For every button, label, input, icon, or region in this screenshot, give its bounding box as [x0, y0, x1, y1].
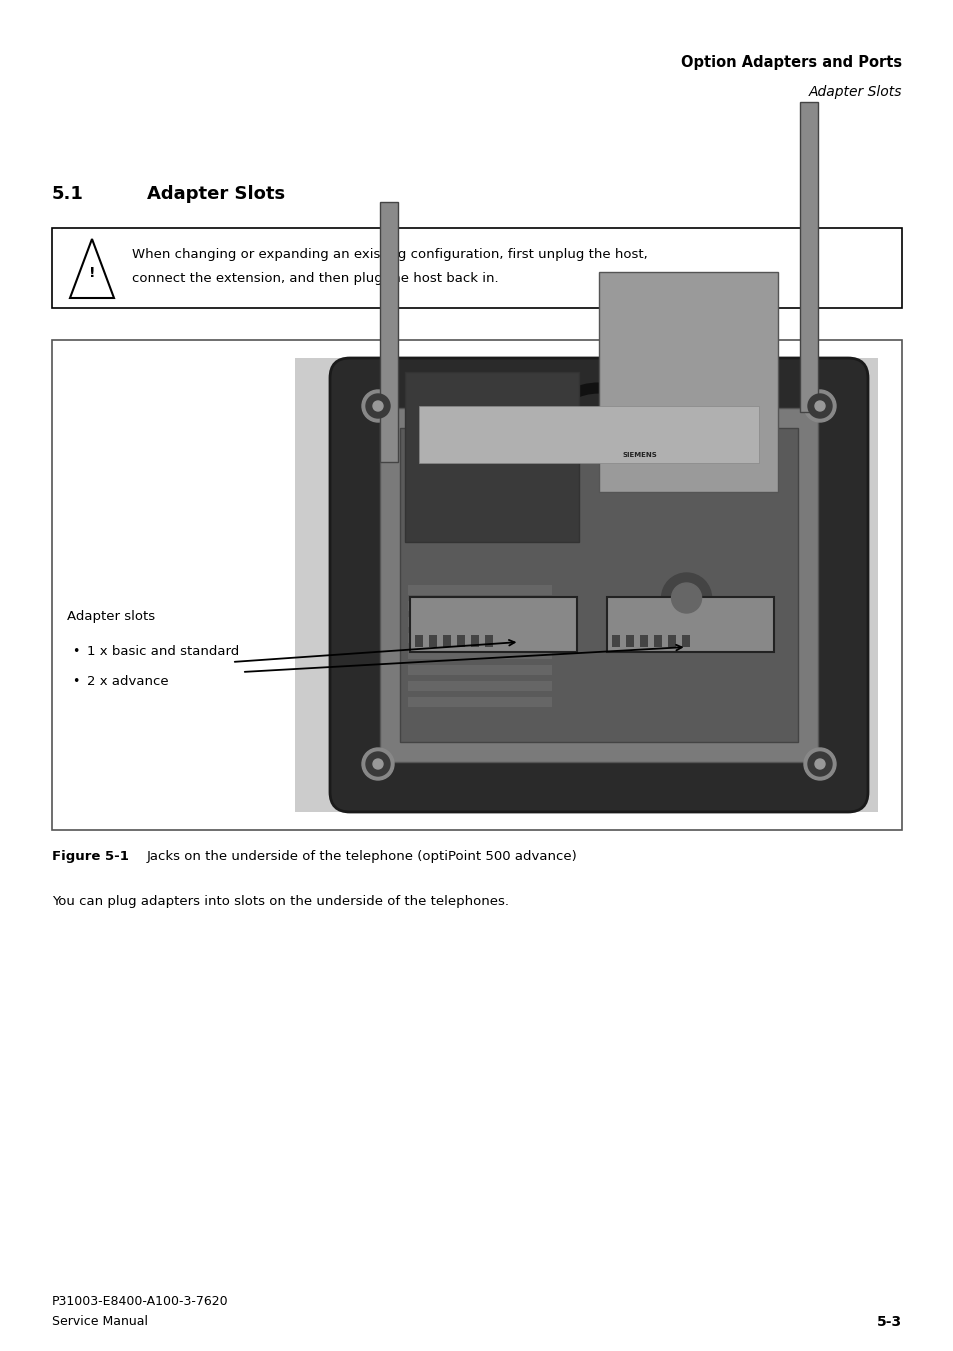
FancyBboxPatch shape [606, 597, 773, 653]
Circle shape [361, 748, 394, 780]
Text: •: • [71, 644, 79, 658]
FancyBboxPatch shape [408, 681, 552, 690]
Text: Adapter Slots: Adapter Slots [807, 85, 901, 99]
FancyBboxPatch shape [410, 597, 577, 653]
FancyBboxPatch shape [611, 635, 619, 647]
FancyBboxPatch shape [408, 617, 552, 627]
FancyBboxPatch shape [408, 634, 552, 643]
FancyBboxPatch shape [408, 665, 552, 676]
FancyBboxPatch shape [52, 340, 901, 830]
Circle shape [366, 394, 390, 417]
Circle shape [373, 759, 382, 769]
FancyBboxPatch shape [379, 203, 397, 462]
FancyBboxPatch shape [330, 358, 867, 812]
FancyBboxPatch shape [598, 272, 778, 492]
Text: connect the extension, and then plug the host back in.: connect the extension, and then plug the… [132, 272, 498, 285]
FancyBboxPatch shape [429, 635, 436, 647]
FancyBboxPatch shape [408, 585, 552, 594]
FancyBboxPatch shape [653, 635, 661, 647]
Text: !: ! [89, 266, 95, 280]
Text: When changing or expanding an existing configuration, first unplug the host,: When changing or expanding an existing c… [132, 249, 647, 261]
Text: 5-3: 5-3 [876, 1315, 901, 1329]
FancyBboxPatch shape [379, 408, 817, 762]
Text: You can plug adapters into slots on the underside of the telephones.: You can plug adapters into slots on the … [52, 894, 509, 908]
Circle shape [361, 390, 394, 422]
Circle shape [671, 584, 700, 613]
FancyBboxPatch shape [456, 635, 464, 647]
Circle shape [807, 753, 831, 775]
FancyBboxPatch shape [484, 635, 493, 647]
Text: Adapter Slots: Adapter Slots [147, 185, 285, 203]
Text: 5.1: 5.1 [52, 185, 84, 203]
FancyBboxPatch shape [52, 228, 901, 308]
FancyBboxPatch shape [408, 648, 552, 659]
FancyBboxPatch shape [415, 635, 422, 647]
FancyBboxPatch shape [408, 697, 552, 707]
Text: Jacks on the underside of the telephone (optiPoint 500 advance): Jacks on the underside of the telephone … [147, 850, 578, 863]
Text: 2 x advance: 2 x advance [87, 676, 169, 688]
Text: •: • [71, 676, 79, 688]
Circle shape [660, 573, 711, 623]
FancyBboxPatch shape [800, 101, 817, 412]
Text: Option Adapters and Ports: Option Adapters and Ports [680, 55, 901, 70]
FancyBboxPatch shape [399, 428, 797, 742]
Text: Adapter slots: Adapter slots [67, 611, 155, 623]
Circle shape [814, 401, 824, 411]
Circle shape [366, 753, 390, 775]
Text: Figure 5-1: Figure 5-1 [52, 850, 129, 863]
Text: Service Manual: Service Manual [52, 1315, 148, 1328]
Circle shape [814, 759, 824, 769]
Text: SIEMENS: SIEMENS [622, 453, 657, 458]
FancyBboxPatch shape [405, 372, 578, 542]
Circle shape [803, 390, 835, 422]
Polygon shape [70, 239, 113, 299]
FancyBboxPatch shape [471, 635, 478, 647]
FancyBboxPatch shape [442, 635, 451, 647]
FancyBboxPatch shape [408, 601, 552, 611]
FancyBboxPatch shape [625, 635, 634, 647]
Circle shape [807, 394, 831, 417]
FancyBboxPatch shape [639, 635, 647, 647]
FancyBboxPatch shape [681, 635, 689, 647]
Text: 1 x basic and standard: 1 x basic and standard [87, 644, 239, 658]
FancyBboxPatch shape [667, 635, 676, 647]
Circle shape [803, 748, 835, 780]
FancyBboxPatch shape [294, 358, 877, 812]
Circle shape [373, 401, 382, 411]
Text: P31003-E8400-A100-3-7620: P31003-E8400-A100-3-7620 [52, 1296, 229, 1308]
FancyBboxPatch shape [418, 407, 759, 463]
